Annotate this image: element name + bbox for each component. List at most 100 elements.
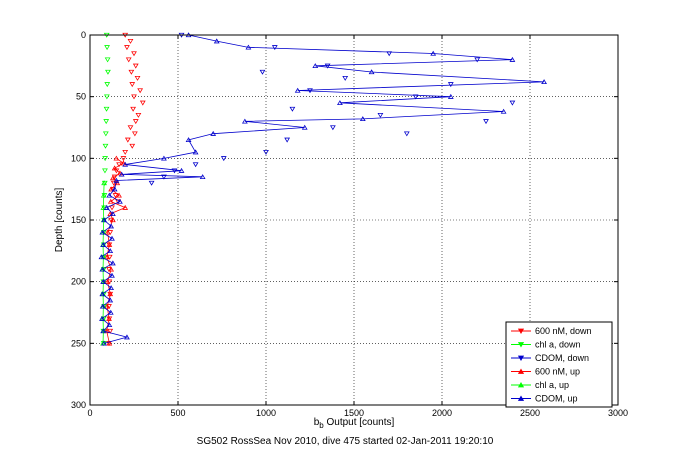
- legend-marker: [517, 395, 525, 401]
- data-point: [113, 155, 120, 161]
- legend-label: 600 nM, down: [535, 326, 592, 336]
- data-point: [109, 217, 116, 223]
- data-point: [100, 241, 107, 247]
- legend-marker: [517, 355, 525, 361]
- data-point: [125, 57, 132, 63]
- x-tick-label: 2000: [432, 408, 452, 418]
- data-point: [134, 76, 141, 81]
- data-point: [100, 278, 107, 284]
- data-point: [128, 69, 135, 75]
- data-point: [104, 229, 111, 235]
- data-point: [106, 279, 113, 285]
- data-point: [109, 175, 116, 181]
- data-point: [106, 254, 113, 260]
- data-point: [110, 180, 117, 186]
- legend-entry: CDOM, down: [511, 353, 589, 363]
- data-point: [106, 304, 112, 310]
- data-point: [102, 131, 109, 137]
- data-point: [109, 211, 116, 216]
- data-point: [130, 106, 137, 112]
- data-point: [103, 119, 110, 125]
- y-tick-label: 50: [76, 92, 86, 102]
- data-point: [106, 315, 112, 321]
- data-point: [107, 309, 114, 315]
- data-point: [131, 51, 137, 57]
- data-point: [100, 204, 107, 210]
- data-point: [118, 171, 125, 177]
- data-point: [100, 328, 107, 334]
- data-point: [99, 266, 106, 272]
- data-point: [120, 156, 127, 162]
- data-point: [474, 57, 481, 63]
- legend-label: chl a, up: [535, 380, 569, 390]
- data-point: [131, 94, 137, 100]
- y-tick-label: 300: [71, 400, 86, 410]
- y-axis-label: Depth [counts]: [54, 188, 65, 253]
- data-point: [112, 193, 119, 199]
- legend-entry: chl a, up: [511, 380, 569, 390]
- legend-entry: 600 nM, down: [511, 326, 592, 336]
- data-point: [509, 56, 516, 62]
- x-tick-label: 1000: [256, 408, 276, 418]
- data-point: [106, 192, 113, 198]
- data-point: [106, 241, 113, 247]
- data-point: [213, 38, 220, 44]
- data-point: [109, 235, 115, 241]
- data-point: [104, 303, 111, 309]
- data-point: [199, 174, 206, 179]
- data-point: [108, 266, 115, 272]
- data-point: [129, 82, 136, 88]
- data-point: [108, 285, 115, 290]
- data-point: [103, 254, 110, 260]
- legend-entry: CDOM, up: [511, 394, 578, 404]
- data-point: [107, 291, 114, 297]
- data-point: [108, 186, 115, 192]
- series-line: [100, 34, 545, 344]
- data-point: [102, 168, 108, 174]
- x-axis-label: bb Output [counts]: [314, 417, 395, 430]
- data-point: [107, 198, 114, 204]
- data-point: [124, 137, 131, 143]
- data-point: [104, 278, 111, 284]
- data-point: [161, 155, 167, 161]
- data-point: [116, 192, 122, 198]
- legend-label: CDOM, up: [535, 394, 578, 404]
- legend-label: CDOM, down: [535, 353, 589, 363]
- data-point: [104, 45, 110, 51]
- data-point: [131, 131, 138, 137]
- data-point: [104, 57, 111, 63]
- data-point: [185, 137, 192, 142]
- data-point: [122, 150, 129, 155]
- data-point: [377, 113, 384, 118]
- data-point: [368, 69, 375, 75]
- data-point: [271, 45, 278, 51]
- data-point: [101, 180, 107, 186]
- data-point: [329, 125, 336, 131]
- y-tick-label: 100: [71, 153, 86, 163]
- x-tick-label: 2500: [520, 408, 540, 418]
- y-tick-label: 150: [71, 215, 86, 225]
- x-tick-label: 0: [87, 408, 92, 418]
- y-tick-label: 200: [71, 277, 86, 287]
- data-point: [359, 116, 366, 122]
- data-point: [135, 113, 142, 118]
- data-point: [109, 260, 116, 266]
- data-point: [403, 131, 410, 137]
- legend-box: [505, 321, 613, 408]
- data-point: [99, 229, 106, 235]
- data-point: [284, 137, 291, 143]
- data-point: [245, 44, 252, 50]
- data-point: [108, 223, 115, 229]
- data-point: [106, 322, 113, 327]
- data-point: [127, 125, 134, 131]
- data-point: [132, 63, 139, 69]
- data-point: [259, 69, 266, 75]
- data-point: [107, 248, 114, 253]
- data-point: [301, 124, 308, 130]
- data-point: [139, 100, 146, 106]
- data-point: [294, 87, 301, 93]
- data-point: [99, 315, 105, 321]
- legend-marker: [517, 342, 525, 348]
- data-point: [337, 100, 343, 105]
